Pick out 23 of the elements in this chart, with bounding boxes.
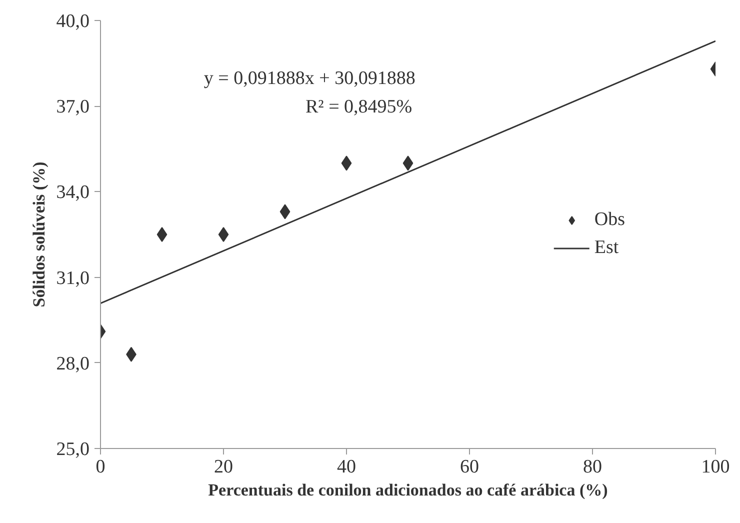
point — [218, 227, 229, 242]
annotation: y = 0,091888x + 30,091888 — [204, 68, 416, 89]
annotation: R² = 0,8495% — [305, 96, 412, 118]
x-tick-label: 20 — [214, 456, 233, 478]
legend-label: Est — [594, 237, 619, 259]
x-tick-label: 60 — [460, 456, 479, 478]
point — [156, 227, 168, 242]
x-axis-title: Percentuais de conilon adicionados ao café arábica (%) — [208, 480, 608, 500]
x-tick-label: 100 — [701, 456, 730, 478]
y-tick-label: 28,0 — [56, 353, 90, 374]
y-tick-label: 25,0 — [56, 439, 90, 460]
point — [341, 156, 352, 171]
y-tick-label: 31,0 — [56, 268, 90, 289]
y-tick-label: 34,0 — [56, 182, 90, 204]
y-tick-label: 40,0 — [56, 11, 90, 32]
y-axis-title: Sólidos solúveis (%) — [29, 162, 48, 308]
y-tick-label: 37,0 — [56, 96, 90, 118]
x-tick-label: 0 — [96, 456, 106, 478]
legend-label: Obs — [594, 209, 625, 231]
point — [402, 156, 414, 171]
x-tick-label: 80 — [583, 456, 602, 478]
point — [280, 204, 290, 220]
x-tick-label: 40 — [337, 456, 356, 478]
